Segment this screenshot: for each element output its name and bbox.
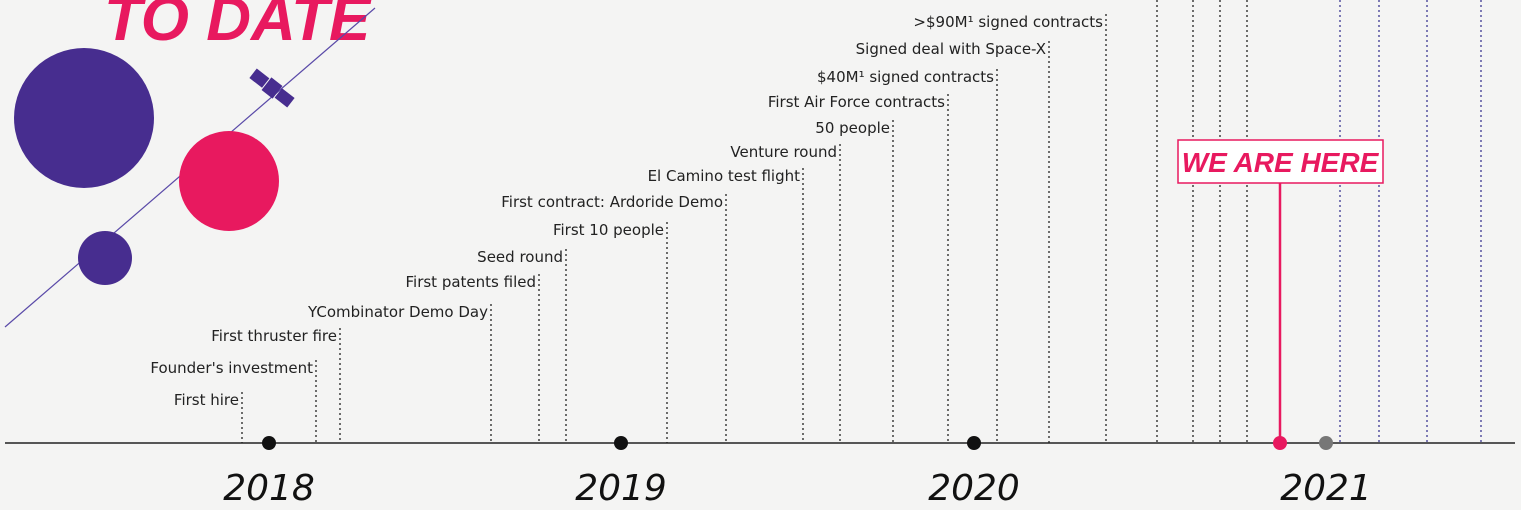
milestone-label: First thruster fire — [211, 327, 337, 345]
milestone-label: >$90M¹ signed contracts — [913, 13, 1103, 31]
marker-dot — [1273, 436, 1287, 450]
year-label: 2018 — [223, 468, 315, 509]
year-label: 2021 — [1280, 468, 1372, 509]
year-label: 2019 — [575, 468, 667, 509]
year-label: 2020 — [928, 468, 1020, 509]
timeline: TO DATE First hireFounder's investmentFi… — [0, 0, 1521, 510]
year-dot — [967, 436, 981, 450]
milestone-label: First 10 people — [553, 221, 664, 239]
milestone-label: Venture round — [730, 143, 837, 161]
year-dot — [614, 436, 628, 450]
milestone-label: Seed round — [477, 248, 563, 266]
planet — [78, 231, 132, 285]
planet — [14, 48, 154, 188]
milestone-label: 50 people — [815, 119, 890, 137]
milestone-label: Founder's investment — [150, 359, 313, 377]
milestone-label: $40M¹ signed contracts — [817, 68, 994, 86]
marker-label: WE ARE HERE — [1182, 147, 1380, 178]
milestone-label: First hire — [174, 391, 239, 409]
milestone-label: First Air Force contracts — [768, 93, 945, 111]
planet — [179, 131, 279, 231]
milestone-label: Signed deal with Space-X — [856, 40, 1046, 58]
milestone-label: First patents filed — [406, 273, 537, 291]
year-dot — [262, 436, 276, 450]
milestone-label: First contract: Ardoride Demo — [501, 193, 723, 211]
background — [0, 0, 1521, 510]
milestone-label: YCombinator Demo Day — [307, 303, 488, 321]
future-dot — [1319, 436, 1333, 450]
milestone-label: El Camino test flight — [648, 167, 801, 185]
